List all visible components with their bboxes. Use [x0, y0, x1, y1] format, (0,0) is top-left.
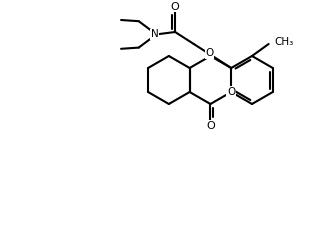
Text: O: O [227, 87, 235, 97]
Text: O: O [206, 121, 215, 131]
Text: N: N [150, 30, 158, 40]
Text: O: O [171, 2, 180, 12]
Text: CH₃: CH₃ [275, 37, 294, 47]
Text: O: O [205, 48, 214, 58]
